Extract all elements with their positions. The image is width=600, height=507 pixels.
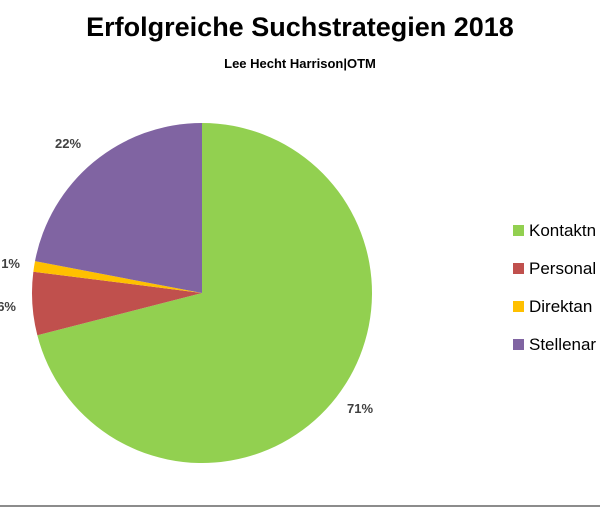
- pie-slices: [31, 123, 372, 464]
- legend-label-4: Stellenar: [529, 335, 596, 354]
- legend-label-2: Personal: [529, 259, 596, 278]
- pie-data-labels: 71% 6% 1% 22%: [0, 136, 373, 416]
- data-label-3: 1%: [1, 256, 20, 271]
- data-label-4: 22%: [55, 136, 81, 151]
- pie-slice-4: [35, 123, 203, 293]
- data-label-1: 71%: [347, 401, 373, 416]
- chart-title: Erfolgreiche Suchstrategien 2018: [86, 12, 514, 42]
- chart-legend: Kontaktn Personal Direktan Stellenar: [513, 221, 596, 354]
- chart-subtitle: Lee Hecht Harrison|OTM: [224, 56, 376, 71]
- legend-label-3: Direktan: [529, 297, 592, 316]
- legend-swatch-3: [513, 301, 524, 312]
- legend-label-1: Kontaktn: [529, 221, 596, 240]
- pie-slice-3: [33, 261, 203, 293]
- legend-swatch-4: [513, 339, 524, 350]
- pie-slice-2: [31, 271, 203, 336]
- legend-swatch-1: [513, 225, 524, 236]
- data-label-2: 6%: [0, 299, 16, 314]
- pie-slice-1: [37, 123, 372, 464]
- legend-swatch-2: [513, 263, 524, 274]
